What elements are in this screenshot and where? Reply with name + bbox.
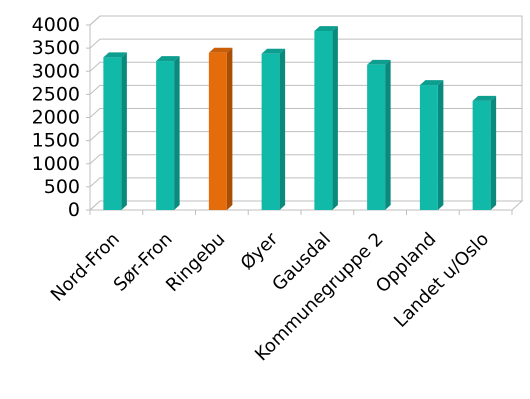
y-tick-label: 4000 [32, 14, 80, 36]
y-tick-label: 1500 [32, 130, 80, 152]
x-tick-label: Ringebu [162, 229, 229, 296]
gridline [89, 177, 522, 188]
gridline [89, 84, 522, 95]
bar-top [367, 59, 391, 65]
bar-top [472, 95, 497, 101]
bar-front [367, 64, 386, 211]
bar-top [156, 56, 180, 62]
back-wall [89, 15, 523, 210]
bar-oyer [261, 48, 286, 210]
bar-nord-fron [103, 52, 127, 210]
y-tick-label: 500 [44, 176, 80, 198]
gridline [89, 61, 522, 72]
bar-sor-fron [156, 56, 180, 211]
floor [88, 200, 524, 211]
bar-landet-u-oslo [472, 95, 497, 210]
bar-front [156, 61, 175, 211]
bar-kommunegruppe-2 [367, 59, 391, 211]
bar-side [279, 48, 286, 210]
y-tick-label: 2500 [32, 83, 80, 105]
bar-front [208, 52, 227, 210]
bar-side [385, 59, 391, 211]
bar-top [419, 80, 444, 86]
bar-side [226, 47, 233, 210]
bar-oppland [419, 80, 444, 210]
bar-top [314, 26, 338, 32]
y-tick-label: 1000 [32, 153, 80, 175]
bars [103, 26, 497, 211]
gridline [89, 15, 522, 26]
bar-side [332, 26, 338, 210]
bar-front [472, 100, 491, 210]
gridline [89, 131, 522, 141]
gridline [89, 154, 522, 165]
bar-side [437, 80, 444, 210]
bar-gausdal [314, 26, 338, 211]
bar-top [103, 52, 127, 58]
bar-side [174, 56, 180, 210]
gridline [89, 38, 522, 49]
bar-top [208, 47, 233, 53]
y-tick-label: 3000 [32, 60, 80, 82]
bar-front [314, 31, 333, 211]
y-tick-label: 0 [68, 199, 80, 221]
bar-ringebu [208, 47, 233, 210]
y-tick-label: 3500 [32, 37, 80, 59]
gridline [89, 108, 522, 118]
gridline [89, 200, 522, 211]
gridlines [86, 15, 522, 211]
x-tick-label: Øyer [237, 228, 283, 274]
y-tick-label: 2000 [32, 107, 80, 129]
bar-front [419, 85, 438, 210]
bar-top [261, 48, 286, 54]
bar-front [103, 57, 122, 210]
chart-walls [88, 15, 524, 211]
x-tick-label: Landet u/Oslo [390, 229, 493, 332]
x-tick-label: Nord-Fron [47, 229, 124, 306]
bar-side [490, 95, 497, 210]
bar-side [121, 52, 127, 210]
bar-front [261, 53, 280, 210]
